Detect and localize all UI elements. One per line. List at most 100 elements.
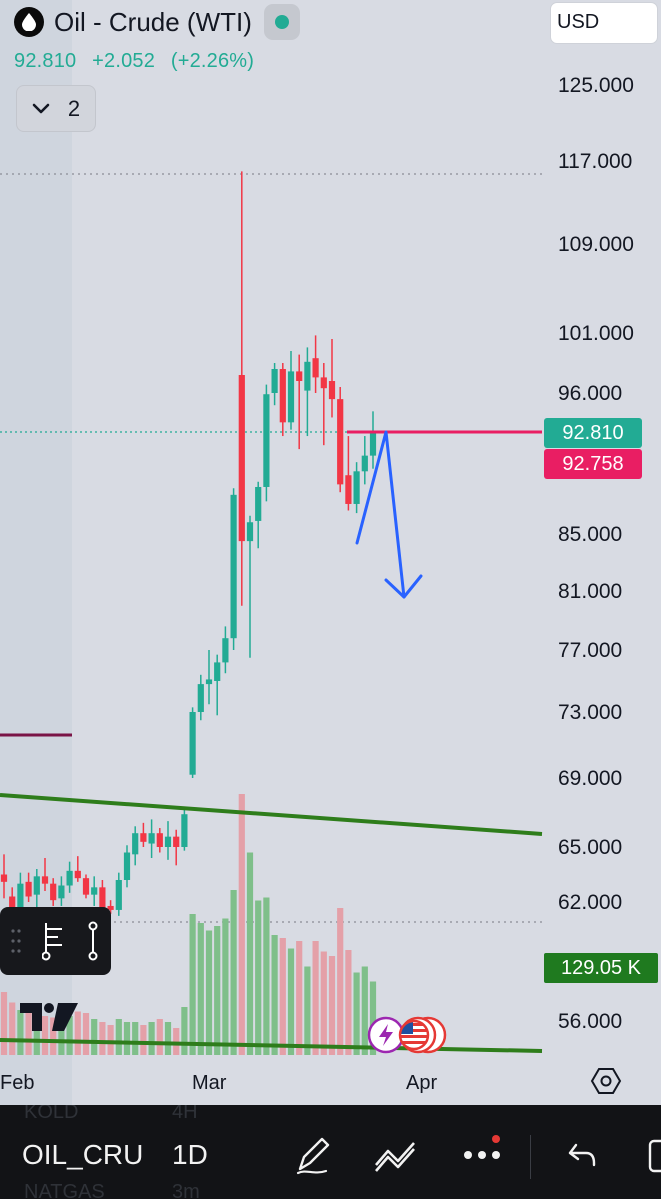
tradingview-logo: [20, 1003, 78, 1031]
volume-bar: [66, 1016, 73, 1055]
ghost-interval-top: 4H: [172, 1105, 198, 1123]
candle-body: [107, 905, 114, 910]
oil-drop-icon: [14, 7, 44, 37]
volume-bar: [140, 1025, 147, 1055]
volume-bar: [369, 981, 377, 1055]
bottom-toolbar: KOLD 4H NATGAS 3m OIL_CRU 1D: [0, 1105, 661, 1199]
volume-tag: 129.05 K: [544, 953, 658, 983]
drawing-toolbar[interactable]: [0, 907, 111, 975]
volume-bar: [345, 950, 352, 1055]
price-tick: 81.000: [558, 580, 623, 603]
candle-body: [222, 638, 229, 663]
volume-bar: [9, 1002, 16, 1055]
candle-body: [230, 494, 237, 639]
time-label-mar: Mar: [192, 1072, 227, 1094]
candle-body: [353, 471, 360, 504]
volume-bar: [25, 1005, 32, 1055]
volume-bar: [296, 941, 303, 1055]
fib-tool-icon[interactable]: [42, 921, 66, 961]
undo-icon[interactable]: [566, 1135, 598, 1177]
candle-body: [173, 836, 180, 847]
volume-bar: [181, 1007, 188, 1055]
price-tick: 85.000: [558, 523, 623, 546]
price-tick: 101.000: [558, 322, 634, 345]
currency-button[interactable]: USD: [550, 2, 658, 44]
candle-body: [17, 883, 24, 912]
symbol-title[interactable]: Oil - Crude (WTI): [54, 6, 252, 37]
arrow-drawing[interactable]: [355, 430, 423, 599]
candle-body: [369, 432, 377, 456]
volume-bar: [99, 1022, 106, 1055]
price-tick: 125.000: [558, 74, 634, 97]
candle-body: [33, 876, 40, 895]
volume-bar: [361, 966, 368, 1055]
volume-bar: [214, 926, 221, 1055]
volume-bar: [148, 1022, 155, 1055]
price-change: +2.052: [92, 50, 156, 72]
volume-bar: [82, 1013, 90, 1055]
candle-body: [50, 883, 57, 901]
price-tick: 77.000: [558, 639, 623, 662]
candle-body: [181, 814, 188, 847]
chart-area[interactable]: Oil - Crude (WTI) 92.810 +2.052 (+2.26%)…: [0, 0, 661, 1105]
horizontal-line-tag: 92.758: [544, 449, 642, 479]
volume-bar: [41, 1016, 49, 1055]
drag-handle-icon[interactable]: [10, 927, 22, 955]
volume-bar: [328, 956, 336, 1055]
candle-body: [271, 369, 278, 393]
candles: [0, 171, 377, 922]
indicators-toggle-button[interactable]: 2: [16, 85, 96, 132]
candle-body: [156, 833, 163, 847]
volume-bar: [123, 1022, 131, 1055]
lower-trendline[interactable]: [0, 1038, 543, 1053]
candle-body: [41, 876, 49, 884]
price-tick: 117.000: [558, 150, 633, 173]
settings-hexagon-icon[interactable]: [590, 1065, 622, 1097]
volume-bar: [156, 1019, 163, 1055]
quote-row: 92.810 +2.052 (+2.26%): [14, 50, 300, 73]
volume-bar: [33, 1013, 40, 1055]
candle-body: [99, 887, 106, 908]
volume-bar: [205, 930, 213, 1055]
price-tick: 65.000: [558, 836, 623, 859]
event-badges[interactable]: [366, 1015, 448, 1055]
trend-line-tool-icon[interactable]: [86, 921, 100, 961]
volume-bar: [320, 951, 327, 1055]
volume-bar: [115, 1019, 122, 1055]
candle-body: [246, 522, 254, 542]
volume-bar: [173, 1028, 180, 1055]
candle-body: [0, 874, 8, 882]
candle-body: [9, 896, 16, 914]
market-open-icon: [274, 15, 289, 29]
indicators-icon[interactable]: [372, 1135, 418, 1177]
candle-body: [328, 381, 336, 400]
ghost-interval-bottom: 3m: [172, 1181, 200, 1199]
candle-body: [296, 371, 303, 381]
volume-bar: [50, 1017, 57, 1055]
volume-bar: [197, 923, 204, 1055]
price-change-percent: (+2.26%): [170, 50, 255, 72]
candle-body: [263, 394, 270, 487]
candle-body: [164, 836, 172, 847]
notification-dot-icon: [492, 1135, 500, 1143]
more-icon[interactable]: [460, 1135, 506, 1177]
volume-bar: [0, 992, 8, 1055]
price-tick: 96.000: [558, 382, 623, 405]
toolbar-separator: [530, 1135, 531, 1179]
pen-icon[interactable]: [292, 1135, 332, 1177]
price-tick: 109.000: [558, 233, 634, 256]
volume-bar: [337, 908, 344, 1055]
volume-bar: [263, 897, 270, 1055]
symbol-selector[interactable]: OIL_CRU: [22, 1139, 144, 1170]
interval-selector[interactable]: 1D: [172, 1139, 208, 1170]
candle-body: [279, 369, 286, 423]
indicators-count: 2: [67, 95, 81, 121]
candle-body: [66, 870, 73, 886]
volume-bar: [107, 1025, 114, 1055]
volume-bar: [353, 972, 360, 1055]
last-price-tag: 92.810: [544, 418, 642, 448]
upper-trendline[interactable]: [0, 793, 543, 836]
fullscreen-icon[interactable]: [646, 1135, 661, 1177]
market-status-button[interactable]: [263, 4, 300, 40]
candle-body: [115, 880, 122, 910]
